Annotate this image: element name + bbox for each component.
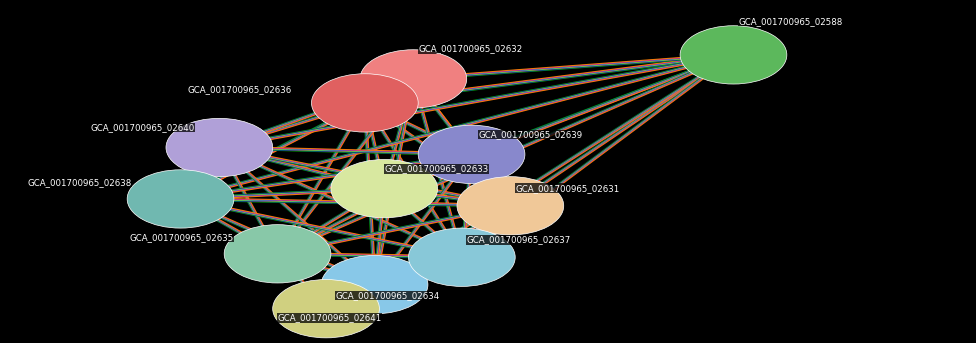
Ellipse shape [409, 228, 515, 286]
Ellipse shape [418, 125, 525, 184]
Text: GCA_001700965_02639: GCA_001700965_02639 [478, 130, 583, 139]
Text: GCA_001700965_02637: GCA_001700965_02637 [467, 236, 571, 245]
Text: GCA_001700965_02633: GCA_001700965_02633 [385, 164, 489, 173]
Ellipse shape [311, 74, 418, 132]
Text: GCA_001700965_02631: GCA_001700965_02631 [515, 184, 620, 193]
Text: GCA_001700965_02640: GCA_001700965_02640 [91, 123, 195, 132]
Ellipse shape [321, 256, 427, 314]
Text: GCA_001700965_02638: GCA_001700965_02638 [27, 178, 132, 187]
Text: GCA_001700965_02634: GCA_001700965_02634 [336, 291, 440, 300]
Ellipse shape [331, 159, 437, 218]
Ellipse shape [360, 50, 467, 108]
Ellipse shape [127, 170, 234, 228]
Text: GCA_001700965_02588: GCA_001700965_02588 [738, 17, 842, 26]
Text: GCA_001700965_02641: GCA_001700965_02641 [277, 314, 382, 322]
Ellipse shape [457, 177, 564, 235]
Ellipse shape [272, 280, 380, 338]
Ellipse shape [224, 225, 331, 283]
Text: GCA_001700965_02635: GCA_001700965_02635 [130, 233, 234, 242]
Ellipse shape [680, 26, 787, 84]
Ellipse shape [166, 118, 272, 177]
Text: GCA_001700965_02632: GCA_001700965_02632 [418, 44, 522, 53]
Text: GCA_001700965_02636: GCA_001700965_02636 [187, 85, 292, 94]
